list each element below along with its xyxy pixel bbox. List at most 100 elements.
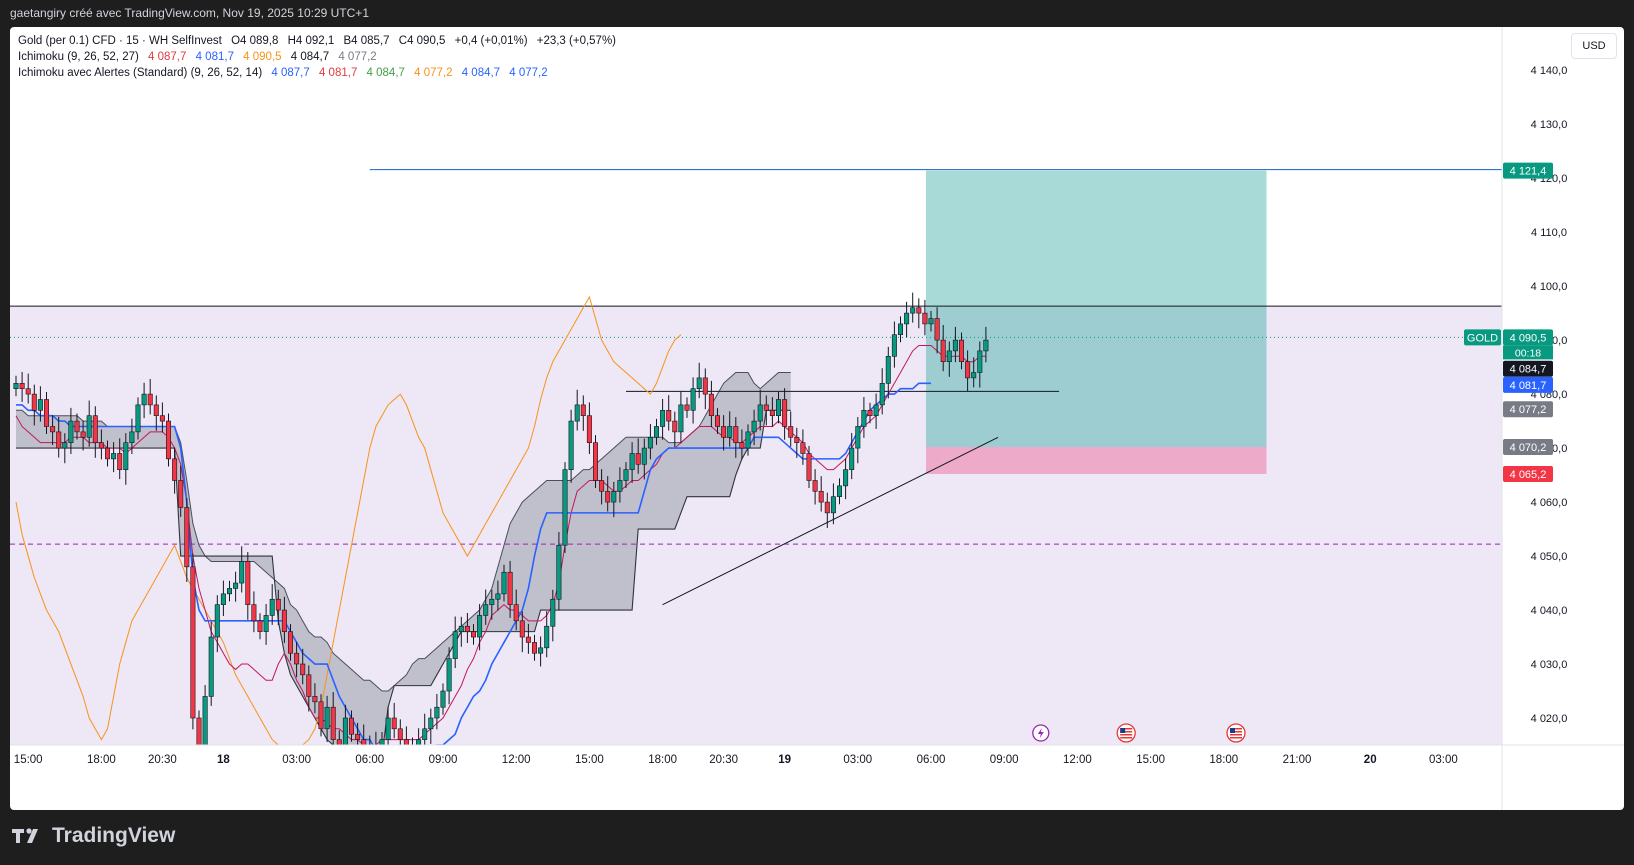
candle-body	[208, 636, 214, 697]
candle-body	[873, 404, 879, 416]
candle-body	[611, 490, 617, 503]
candle-body	[519, 620, 525, 638]
candle-body	[300, 663, 306, 676]
ichimoku-val: 4 077,2	[338, 51, 377, 63]
candle-body	[965, 361, 971, 379]
countdown-bg	[1503, 345, 1553, 360]
us-flag-stripe	[1230, 734, 1242, 736]
candle-body	[635, 453, 641, 465]
ichimoku-val: 4 087,7	[148, 51, 187, 63]
candle-body	[599, 480, 605, 492]
y-tick-label: 4 100,0	[1531, 281, 1568, 293]
candle-body	[495, 593, 501, 600]
y-tick-label: 4 050,0	[1531, 551, 1568, 563]
candle-body	[233, 582, 239, 589]
candle-body	[379, 739, 385, 745]
us-flag-icon	[1226, 723, 1246, 743]
x-tick-label: 18:00	[1209, 754, 1238, 766]
y-tick-label: 4 130,0	[1531, 119, 1568, 131]
candle-body	[684, 404, 690, 411]
candle-body	[660, 409, 666, 427]
legend-ichimoku-alerts-row[interactable]: Ichimoku avec Alertes (Standard) (9, 26,…	[18, 65, 622, 81]
candle-body	[702, 377, 708, 395]
price-label: 4 121,4	[1510, 166, 1547, 178]
candle-body	[501, 571, 507, 595]
candle-body	[397, 728, 403, 740]
chikou-span	[15, 295, 682, 745]
senkou-span-b	[16, 409, 791, 745]
candle-body	[196, 717, 202, 745]
candle-body	[336, 739, 342, 745]
candle-body	[885, 356, 891, 384]
candle-body	[446, 658, 452, 692]
candle-body	[68, 420, 74, 443]
candle-body	[605, 490, 611, 503]
price-label-bg	[1503, 401, 1553, 418]
candle-body	[525, 636, 531, 643]
candle-body	[934, 318, 940, 341]
candle-body	[958, 339, 964, 363]
price-label-bg	[1503, 360, 1553, 377]
ohlc-high: H4 092,1	[287, 35, 335, 47]
y-tick-label: 4 030,0	[1531, 659, 1568, 671]
candle-body	[25, 388, 31, 395]
candle-body	[714, 415, 720, 427]
attribution-text: gaetangiry créé avec TradingView.com, No…	[10, 6, 369, 20]
candle-body	[977, 350, 983, 373]
us-flag-canton	[1230, 728, 1235, 733]
candle-body	[843, 469, 849, 487]
candle-body	[385, 717, 391, 740]
candle-body	[879, 383, 885, 406]
us-flag-stripe	[1120, 734, 1133, 736]
candle-body	[849, 447, 855, 470]
candle-body	[428, 717, 434, 730]
candle-body	[452, 631, 458, 659]
price-label: 4 070,2	[1510, 442, 1547, 454]
chart-frame[interactable]: 4 020,0 4 030,0 4 040,0 4 050,0 4 060,0 4 070…	[10, 27, 1624, 810]
candle-body	[245, 561, 251, 605]
candle-body	[855, 426, 861, 449]
chart-legend: Gold (per 0.1) CFD · 15 · WH SelfInvest …	[18, 33, 622, 81]
tradingview-brand[interactable]: TradingView	[10, 824, 175, 848]
candle-body	[788, 426, 794, 438]
price-chart[interactable]: 4 020,0 4 030,0 4 040,0 4 050,0 4 060,0 4 070…	[10, 27, 1624, 810]
price-label: 4 065,2	[1510, 469, 1547, 481]
candle-body	[178, 480, 184, 508]
candle-body	[733, 426, 739, 443]
candle-body	[775, 399, 781, 416]
candle-body	[531, 642, 537, 654]
candle-body	[275, 598, 281, 611]
us-flag-stripe	[1230, 737, 1242, 739]
candle-body	[574, 404, 580, 422]
ichimoku-name[interactable]: Ichimoku (9, 26, 52, 27)	[18, 51, 139, 63]
ichimoku-alerts-name[interactable]: Ichimoku avec Alertes (Standard) (9, 26,…	[18, 67, 263, 79]
candle-body	[769, 409, 775, 416]
candle-body	[373, 744, 379, 745]
candle-body	[928, 318, 934, 325]
candle-body	[696, 377, 702, 389]
y-tick-label: 4 060,0	[1531, 497, 1568, 509]
price-label: 4 081,7	[1510, 380, 1547, 392]
candle-body	[306, 674, 312, 697]
candle-body	[434, 706, 440, 719]
candle-body	[721, 426, 727, 438]
x-tick-label: 12:00	[502, 754, 531, 766]
currency-button[interactable]: USD	[1571, 33, 1617, 59]
legend-ichimoku-row[interactable]: Ichimoku (9, 26, 52, 27) 4 087,7 4 081,7…	[18, 49, 622, 65]
symbol-name[interactable]: Gold (per 0.1) CFD · 15 · WH SelfInvest	[18, 35, 222, 47]
ichimoku-val: 4 090,5	[243, 51, 282, 63]
candle-body	[952, 339, 958, 352]
candle-body	[556, 544, 562, 600]
us-flag-stripe	[1120, 728, 1133, 730]
candle-body	[922, 312, 928, 325]
candle-body	[135, 404, 141, 433]
candle-body	[647, 436, 653, 449]
us-flag-canton	[1120, 728, 1126, 733]
y-tick-label: 4 140,0	[1531, 65, 1568, 77]
candle-body	[782, 399, 788, 427]
candle-body	[416, 739, 422, 745]
candle-body	[623, 469, 629, 481]
candle-body	[220, 593, 226, 605]
candle-body	[202, 696, 208, 745]
candle-body	[971, 372, 977, 379]
